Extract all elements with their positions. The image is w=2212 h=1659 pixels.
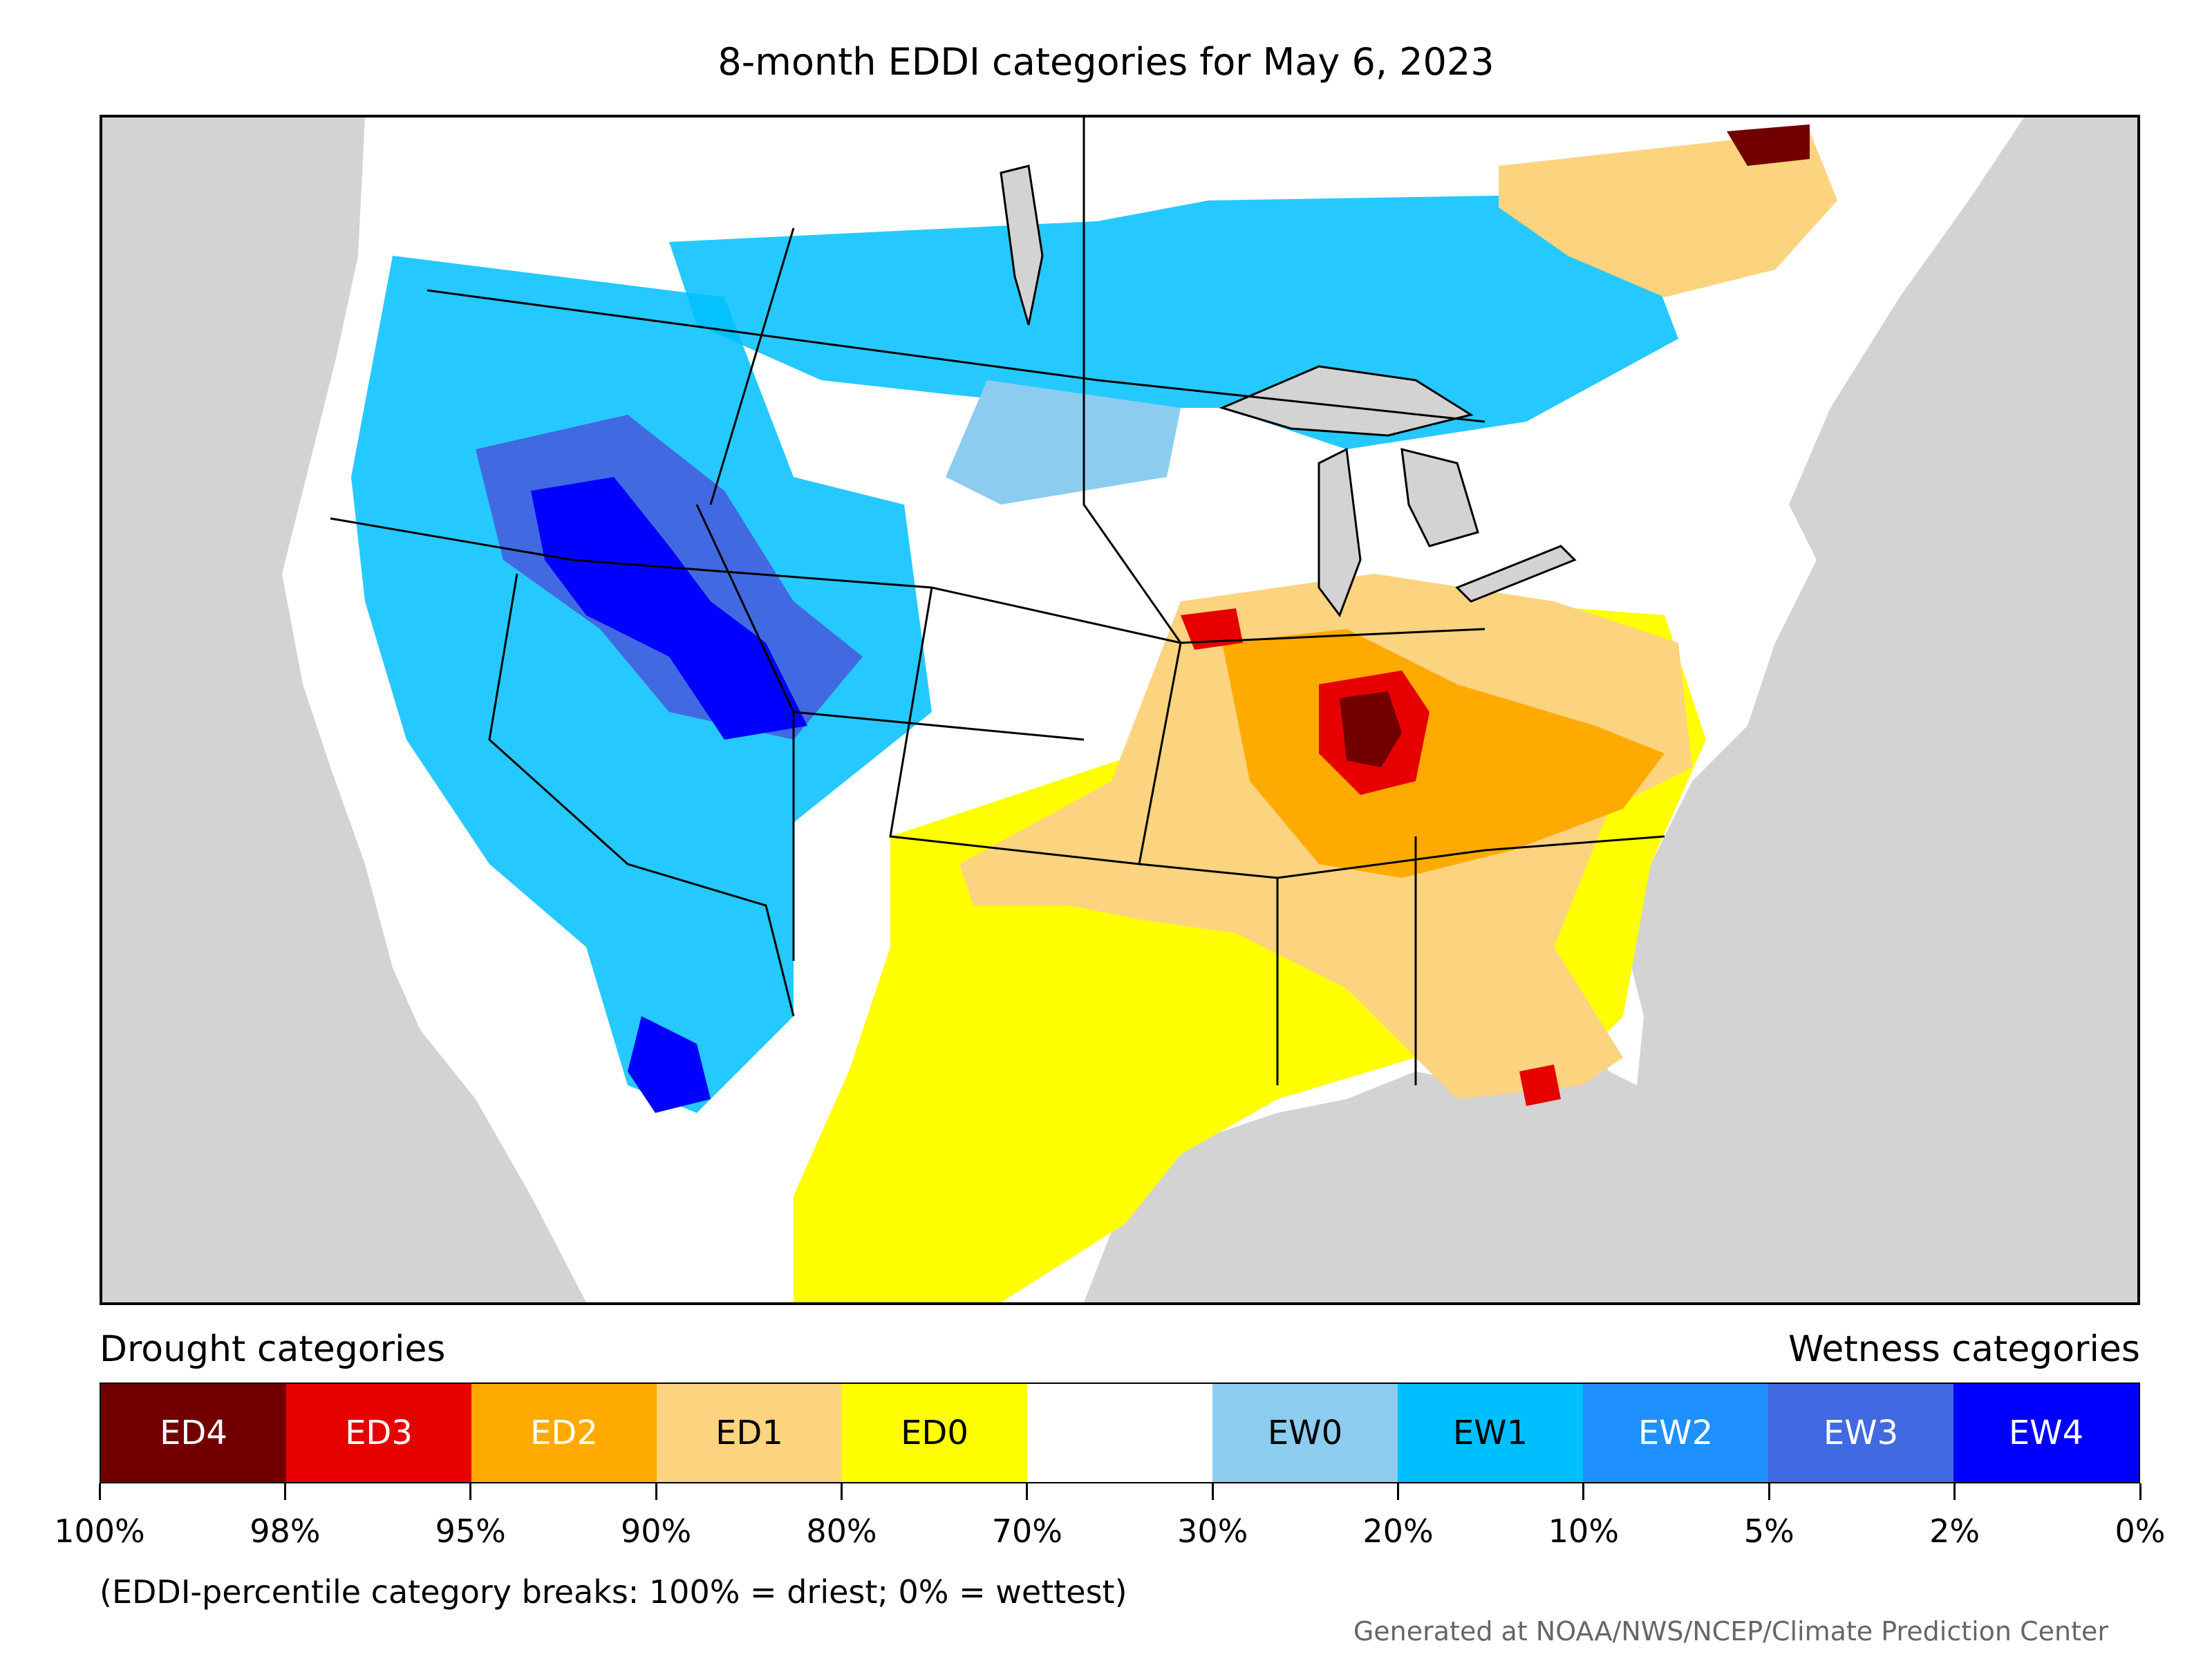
colorbar-tick — [1211, 1483, 1214, 1500]
colorbar-seg-ed2: ED2 — [471, 1384, 657, 1482]
colorbar-ticks — [98, 1483, 2141, 1504]
colorbar-label: ED0 — [901, 1414, 968, 1452]
colorbar-break-label: 70% — [991, 1512, 1062, 1550]
colorbar-label: EW1 — [1452, 1414, 1528, 1452]
ed3-hotspot-iowa — [1181, 608, 1243, 650]
lake-huron — [1400, 448, 1479, 547]
colorbar-label: ED3 — [345, 1414, 413, 1452]
colorbar-break-label: 2% — [1929, 1512, 1980, 1550]
colorbar-tick — [98, 1483, 101, 1500]
lake-michigan — [1318, 447, 1362, 618]
colorbar-tick — [283, 1483, 286, 1500]
colorbar-seg-ew3: EW3 — [1768, 1384, 1953, 1482]
colorbar-seg-ew4: EW4 — [1953, 1384, 2139, 1482]
colorbar-label: EW0 — [1267, 1414, 1343, 1452]
colorbar-label: EW2 — [1638, 1414, 1714, 1452]
map-panel — [100, 115, 2140, 1305]
lake-winnipeg — [1000, 165, 1044, 326]
colorbar-break-label: 98% — [250, 1512, 321, 1550]
colorbar-break-label: 5% — [1743, 1512, 1794, 1550]
ew4-south — [628, 1016, 711, 1113]
colorbar-tick — [2139, 1483, 2141, 1500]
colorbar-label: ED2 — [530, 1414, 598, 1452]
colorbar-tick — [1582, 1483, 1585, 1500]
colorbar-seg-ew1: EW1 — [1398, 1384, 1583, 1482]
colorbar-seg-ed1: ED1 — [657, 1384, 842, 1482]
colorbar-tick — [1397, 1483, 1400, 1500]
colorbar-break-label: 95% — [435, 1512, 506, 1550]
drought-categories-label: Drought categories — [100, 1329, 446, 1370]
wet-region-north — [669, 194, 1678, 449]
colorbar-label: EW4 — [2008, 1414, 2084, 1452]
colorbar-break-label: 10% — [1548, 1512, 1620, 1550]
ed3-hotspot-florida — [1519, 1065, 1561, 1106]
colorbar-break-label: 90% — [620, 1512, 692, 1550]
category-breaks-note: (EDDI-percentile category breaks: 100% =… — [100, 1573, 1127, 1611]
colorbar-label: EW3 — [1823, 1414, 1899, 1452]
wet-region-light — [946, 380, 1181, 505]
colorbar-tick — [1026, 1483, 1029, 1500]
colorbar-seg-ed4: ED4 — [101, 1384, 286, 1482]
colorbar-tick — [469, 1483, 472, 1500]
colorbar-break-label: 20% — [1362, 1512, 1434, 1550]
colorbar-label: ED4 — [160, 1414, 227, 1452]
colorbar-seg-ed3: ED3 — [286, 1384, 471, 1482]
colorbar-tick — [1953, 1483, 1956, 1500]
ed4-hotspot-indiana — [1340, 691, 1402, 767]
colorbar-break-label: 80% — [806, 1512, 877, 1550]
credit-line: Generated at NOAA/NWS/NCEP/Climate Predi… — [1353, 1616, 2108, 1647]
colorbar-seg-ed0: ED0 — [842, 1384, 1027, 1482]
category-colorbar: ED4 ED3 ED2 ED1 ED0 EW0 EW1 EW2 EW3 EW4 — [100, 1382, 2140, 1483]
colorbar-tick — [840, 1483, 843, 1500]
ed4-hotspot-maine — [1727, 124, 1810, 166]
colorbar-seg-ew2: EW2 — [1583, 1384, 1768, 1482]
colorbar-tick — [1768, 1483, 1770, 1500]
political-borders — [330, 118, 1665, 1085]
wetness-categories-label: Wetness categories — [1788, 1329, 2140, 1370]
colorbar-break-label: 0% — [2115, 1512, 2166, 1550]
colorbar-break-label: 100% — [54, 1512, 145, 1550]
colorbar-break-label: 30% — [1177, 1512, 1248, 1550]
ew4-region — [531, 477, 807, 740]
colorbar-seg-normal — [1027, 1384, 1212, 1482]
colorbar-tick — [655, 1483, 657, 1500]
eddi-map — [282, 118, 2137, 1302]
ed1-northeast — [1499, 131, 1837, 297]
colorbar-seg-ew0: EW0 — [1212, 1384, 1398, 1482]
map-title: 8-month EDDI categories for May 6, 2023 — [718, 40, 1494, 84]
colorbar-label: ED1 — [715, 1414, 783, 1452]
lake-erie — [1455, 545, 1577, 603]
lake-superior — [1219, 365, 1474, 437]
